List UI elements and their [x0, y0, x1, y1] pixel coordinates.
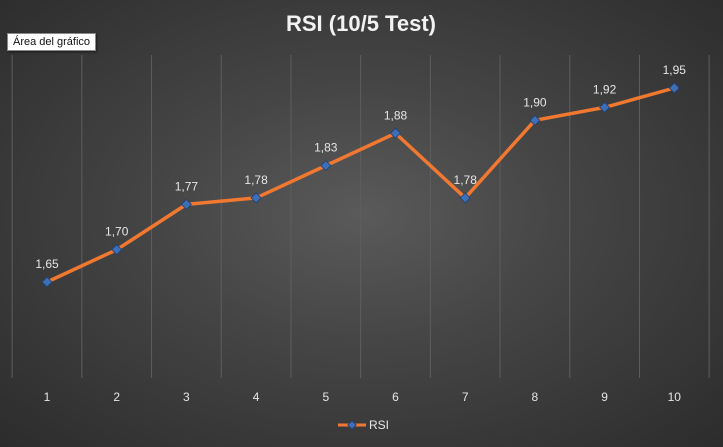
data-label: 1,92 [593, 82, 617, 96]
data-point[interactable] [599, 101, 611, 113]
data-point[interactable] [41, 276, 53, 288]
chart-title: RSI (10/5 Test) [286, 11, 436, 36]
data-label: 1,70 [105, 225, 129, 239]
x-tick-label: 4 [253, 390, 260, 404]
data-label: 1,83 [314, 141, 338, 155]
data-point[interactable] [180, 198, 192, 210]
x-tick-label: 9 [601, 390, 608, 404]
chart-area-tooltip: Área del gráfico [7, 33, 97, 51]
legend[interactable]: RSI [338, 418, 389, 432]
data-point[interactable] [320, 160, 332, 172]
data-label: 1,65 [35, 257, 59, 271]
x-axis-ticks: 1 2 3 4 5 6 7 8 9 10 [44, 390, 682, 404]
x-tick-label: 2 [113, 390, 120, 404]
series-line[interactable] [45, 86, 677, 284]
gridlines [11, 55, 710, 378]
data-point[interactable] [529, 114, 541, 126]
x-tick-label: 3 [183, 390, 190, 404]
data-label: 1,78 [454, 173, 478, 187]
data-label: 1,88 [384, 108, 408, 122]
data-point[interactable] [111, 244, 123, 256]
series-rsi[interactable]: 1,65 1,70 1,77 1,78 1,83 1,88 1,78 1,90 1,92 1,95 [35, 63, 687, 288]
data-point[interactable] [389, 127, 402, 139]
x-tick-label: 1 [44, 390, 51, 404]
x-tick-label: 6 [392, 390, 399, 404]
legend-marker-icon [347, 420, 357, 430]
data-label: 1,77 [175, 179, 199, 193]
data-label: 1,95 [663, 63, 687, 77]
data-point[interactable] [250, 192, 262, 204]
data-point[interactable] [668, 82, 680, 94]
data-point[interactable] [459, 192, 471, 204]
x-tick-label: 8 [532, 390, 539, 404]
x-tick-label: 10 [668, 390, 682, 404]
x-tick-label: 7 [462, 390, 469, 404]
x-tick-label: 5 [322, 390, 329, 404]
data-label: 1,78 [244, 173, 268, 187]
legend-entry-rsi: RSI [369, 418, 389, 432]
data-label: 1,90 [523, 95, 547, 109]
